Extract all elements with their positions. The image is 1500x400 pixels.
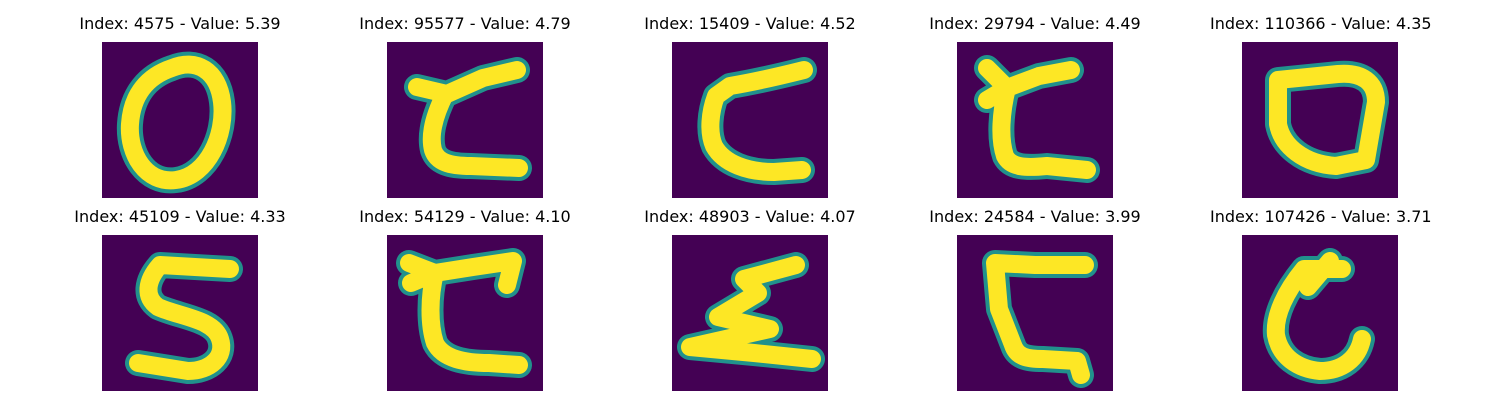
panel-title: Index: 29794 - Value: 4.49 [929,14,1141,33]
glyph-image [387,42,543,198]
panel-title: Index: 45109 - Value: 4.33 [74,207,286,226]
image-panel: Index: 107426 - Value: 3.71 [1210,207,1432,392]
image-panel: Index: 15409 - Value: 4.52 [640,14,860,199]
image-panel: Index: 54129 - Value: 4.10 [355,207,575,392]
glyph-image [1242,42,1398,198]
panel-title: Index: 95577 - Value: 4.79 [359,14,571,33]
image-panel: Index: 24584 - Value: 3.99 [925,207,1145,392]
image-panel: Index: 45109 - Value: 4.33 [70,207,290,392]
panel-title: Index: 54129 - Value: 4.10 [359,207,571,226]
panel-title: Index: 24584 - Value: 3.99 [929,207,1141,226]
image-panel: Index: 29794 - Value: 4.49 [925,14,1145,199]
panel-title: Index: 15409 - Value: 4.52 [644,14,856,33]
glyph-image [102,42,258,198]
image-panel: Index: 110366 - Value: 4.35 [1210,14,1432,199]
panel-title: Index: 4575 - Value: 5.39 [79,14,281,33]
panel-title: Index: 110366 - Value: 4.35 [1210,14,1432,33]
panel-title: Index: 48903 - Value: 4.07 [644,207,856,226]
panel-title: Index: 107426 - Value: 3.71 [1210,207,1432,226]
glyph-image [1242,235,1398,391]
glyph-image [957,235,1113,391]
glyph-image [672,235,828,391]
glyph-image [672,42,828,198]
image-panel: Index: 95577 - Value: 4.79 [355,14,575,199]
glyph-image [957,42,1113,198]
glyph-image [387,235,543,391]
image-panel: Index: 48903 - Value: 4.07 [640,207,860,392]
image-panel: Index: 4575 - Value: 5.39 [70,14,290,199]
glyph-image [102,235,258,391]
